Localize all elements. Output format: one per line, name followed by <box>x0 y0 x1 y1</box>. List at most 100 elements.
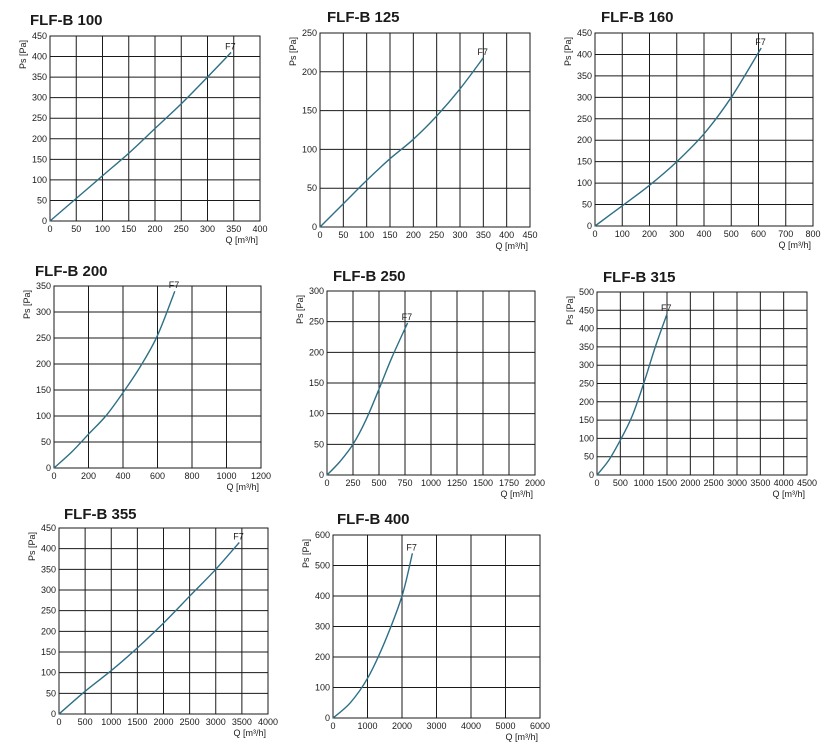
x-tick-label: 0 <box>592 229 597 239</box>
y-tick-label: 50 <box>314 439 324 449</box>
data-point <box>483 57 485 59</box>
x-tick-label: 2000 <box>525 478 545 488</box>
chart-svg: 0 1000 2000 3000 4000 5000 6000 0 100 200 300 400 50… <box>301 530 550 742</box>
plot-frame <box>596 291 808 476</box>
x-tick-label: 50 <box>338 230 348 240</box>
data-point <box>352 444 354 446</box>
x-tick-label: 750 <box>397 478 412 488</box>
y-tick-label: 50 <box>46 688 56 698</box>
y-tick-label: 100 <box>41 668 56 678</box>
series-label-f7: F7 <box>406 542 417 552</box>
y-tick-label: 0 <box>325 713 330 723</box>
y-tick-label: 200 <box>32 134 47 144</box>
chart-title: FLF-B 100 <box>30 12 103 29</box>
x-tick-label: 1000 <box>216 471 236 481</box>
series-line-f7 <box>332 553 414 719</box>
x-tick-label: 100 <box>95 224 110 234</box>
y-tick-label: 100 <box>309 409 324 419</box>
series-line-f7 <box>319 57 484 228</box>
x-tick-label: 0 <box>56 717 61 727</box>
y-tick-label: 50 <box>307 183 317 193</box>
y-tick-label: 150 <box>32 154 47 164</box>
x-tick-label: 5000 <box>495 721 515 731</box>
y-tick-label: 200 <box>315 652 330 662</box>
chart-title: FLF-B 315 <box>603 269 676 286</box>
x-tick-label: 3000 <box>426 721 446 731</box>
chart-title: FLF-B 160 <box>601 9 674 26</box>
y-tick-label: 150 <box>36 385 51 395</box>
x-axis-label: Q [m³/h] <box>778 240 811 250</box>
data-point <box>332 717 334 719</box>
x-tick-label: 150 <box>382 230 397 240</box>
x-tick-label: 800 <box>805 229 820 239</box>
grid <box>53 285 262 469</box>
y-tick-label: 200 <box>41 626 56 636</box>
y-tick-label: 400 <box>32 52 47 62</box>
x-tick-label: 250 <box>174 224 189 234</box>
y-tick-label: 100 <box>36 411 51 421</box>
x-tick-label: 1500 <box>473 478 493 488</box>
data-point <box>75 198 77 200</box>
data-point <box>730 97 732 99</box>
y-tick-label: 300 <box>309 286 324 296</box>
data-point <box>649 184 651 186</box>
chart-panel-flf-b-125: 0 50 100 150 200 250 300 350 400 450 0 50 100 150 200 2… <box>275 0 550 260</box>
x-tick-label: 0 <box>594 478 599 488</box>
chart-panel-flf-b-200: 0 200 400 600 800 1000 1200 0 50 100 150 200 250 300 3… <box>0 260 275 500</box>
y-tick-label: 250 <box>41 606 56 616</box>
y-tick-label: 100 <box>315 683 330 693</box>
data-point <box>703 133 705 135</box>
x-tick-label: 300 <box>452 230 467 240</box>
series-label-f7: F7 <box>225 41 236 51</box>
chart-panel-flf-b-400: 0 1000 2000 3000 4000 5000 6000 0 100 200 300 400 50… <box>275 500 550 749</box>
x-tick-label: 2000 <box>153 717 173 727</box>
x-tick-label: 150 <box>121 224 136 234</box>
y-tick-label: 250 <box>579 379 594 389</box>
data-point <box>655 346 657 348</box>
data-point <box>676 161 678 163</box>
data-point <box>326 474 328 476</box>
grid <box>596 291 808 476</box>
data-point <box>53 467 55 469</box>
data-point <box>163 622 165 624</box>
chart-svg: 0 500 1000 1500 2000 2500 3000 3500 4000 0 50 100 15… <box>27 523 278 738</box>
y-tick-label: 600 <box>315 530 330 540</box>
y-tick-label: 0 <box>312 222 317 232</box>
y-tick-label: 50 <box>37 195 47 205</box>
x-tick-label: 250 <box>429 230 444 240</box>
plot-frame <box>49 35 261 222</box>
x-tick-label: 2500 <box>180 717 200 727</box>
data-point <box>319 226 321 228</box>
y-tick-label: 0 <box>589 470 594 480</box>
series-label-f7: F7 <box>661 303 672 313</box>
chart-title: FLF-B 125 <box>327 9 400 26</box>
x-tick-label: 4000 <box>461 721 481 731</box>
chart-panel-flf-b-100: 0 50 100 150 200 250 300 350 400 0 50 100 150 200 250 3… <box>0 0 275 260</box>
y-tick-label: 200 <box>36 359 51 369</box>
x-tick-label: 4500 <box>797 478 817 488</box>
y-tick-label: 50 <box>584 452 594 462</box>
y-tick-label: 0 <box>587 221 592 231</box>
x-tick-label: 450 <box>522 230 537 240</box>
y-axis-label: Ps [Pa] <box>27 532 37 561</box>
y-tick-label: 150 <box>309 378 324 388</box>
data-point <box>58 713 60 715</box>
y-tick-label: 300 <box>579 360 594 370</box>
y-tick-label: 50 <box>582 200 592 210</box>
x-axis-label: Q [m³/h] <box>233 728 266 738</box>
y-tick-label: 350 <box>32 72 47 82</box>
y-axis-label: Ps [Pa] <box>563 37 573 66</box>
x-axis-label: Q [m³/h] <box>500 489 533 499</box>
x-tick-label: 800 <box>184 471 199 481</box>
x-tick-label: 200 <box>147 224 162 234</box>
x-tick-label: 1200 <box>251 471 271 481</box>
chart-panel-flf-b-160: 0 100 200 300 400 500 600 700 800 0 50 100 150 200 250… <box>550 0 825 260</box>
data-point <box>70 452 72 454</box>
data-point <box>139 366 141 368</box>
x-axis-label: Q [m³/h] <box>505 732 538 742</box>
data-point <box>596 474 598 476</box>
y-tick-label: 300 <box>36 307 51 317</box>
y-tick-label: 150 <box>577 157 592 167</box>
chart-title: FLF-B 250 <box>333 268 406 285</box>
y-tick-label: 300 <box>32 93 47 103</box>
